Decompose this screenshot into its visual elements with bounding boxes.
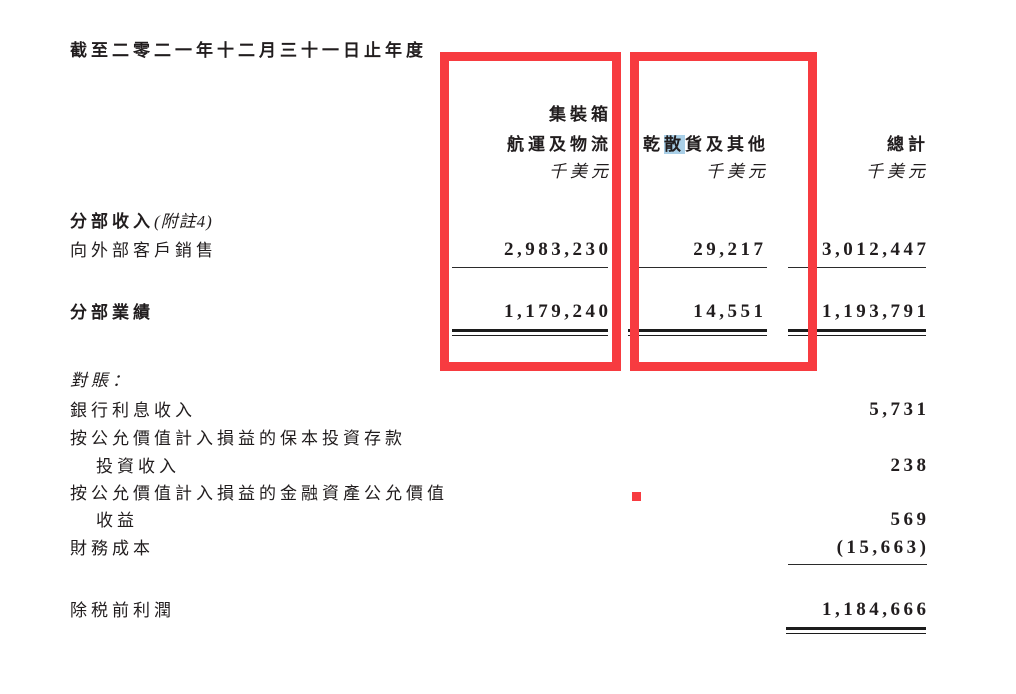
fair-value-gain-label-line2: 收益 [96,511,138,530]
rule-sales-col2 [637,267,767,268]
annotation-box-drybulk-column [630,52,817,371]
col1-unit-label: 千美元 [549,162,612,181]
row-segment-results: 分部業績 1,179,240 14,551 1,193,791 [0,301,1016,323]
col2-header-post: 貨及其他 [685,135,769,154]
col2-unit-label: 千美元 [706,162,769,181]
period-title: 截至二零二一年十二月三十一日止年度 [70,41,427,60]
fair-value-gain-label-line1: 按公允價值計入損益的金融資產公允價值 [70,484,448,503]
profit-before-tax-total-value: 1,184,666 [822,599,930,620]
bank-interest-total-value: 5,731 [869,399,930,420]
row-bank-interest: 銀行利息收入 5,731 [0,399,1016,421]
row-external-sales: 向外部客戶銷售 2,983,230 29,217 3,012,447 [0,239,1016,261]
external-sales-label: 向外部客戶銷售 [70,241,217,260]
external-sales-container-value: 2,983,230 [504,239,612,260]
row-fair-value-gain-line1: 按公允價值計入損益的金融資產公允價值 [0,484,1016,504]
segment-results-container-value: 1,179,240 [504,301,612,322]
row-finance-costs: 財務成本 (15,663) [0,537,1016,559]
col2-header-pre: 乾 [643,135,664,154]
row-segment-revenue-heading: 分部收入(附註4) [0,212,1016,232]
segment-revenue-note: (附註4) [154,212,213,231]
external-sales-drybulk-value: 29,217 [693,239,767,260]
double-rule-results-col2 [628,329,767,336]
rule-sales-col1 [452,267,608,268]
col2-header: 乾散貨及其他 [643,130,769,155]
row-profit-before-tax: 除税前利潤 1,184,666 [0,599,1016,621]
segment-revenue-text: 分部收入 [70,212,154,231]
double-rule-results-col3 [788,329,926,336]
profit-before-tax-label: 除税前利潤 [70,601,175,620]
bank-interest-label: 銀行利息收入 [70,401,196,420]
double-rule-results-col1 [452,329,608,336]
segment-results-drybulk-value: 14,551 [693,301,767,322]
col1-header-line1: 集裝箱 [549,105,612,124]
finance-costs-label: 財務成本 [70,539,154,558]
external-sales-total-value: 3,012,447 [822,239,930,260]
deposit-income-label-line1: 按公允價值計入損益的保本投資存款 [70,429,406,448]
rule-sales-col3 [788,267,926,268]
segment-revenue-label: 分部收入(附註4) [70,207,213,232]
col2-header-highlighted-char: 散 [664,135,685,154]
deposit-income-total-value: 238 [890,455,930,476]
col3-header: 總計 [887,135,929,154]
fair-value-gain-total-value: 569 [890,509,930,530]
annotation-box-container-column [440,52,621,371]
segment-results-label: 分部業績 [70,303,154,322]
deposit-income-label-line2: 投資收入 [96,457,180,476]
row-fair-value-gain-line2: 收益 569 [0,509,1016,531]
row-deposit-income-line2: 投資收入 238 [0,455,1016,477]
segment-results-total-value: 1,193,791 [822,301,930,322]
rule-finance-costs [788,564,927,565]
row-reconciliation-heading: 對賬： [0,371,1016,391]
double-rule-profit-before-tax [786,627,926,634]
finance-costs-total-value: (15,663) [836,537,930,558]
annotation-red-square-marker [632,492,641,501]
col1-header-line2: 航運及物流 [507,135,612,154]
row-deposit-income-line1: 按公允價值計入損益的保本投資存款 [0,429,1016,449]
col3-unit-label: 千美元 [866,162,929,181]
reconciliation-label: 對賬： [70,371,133,390]
